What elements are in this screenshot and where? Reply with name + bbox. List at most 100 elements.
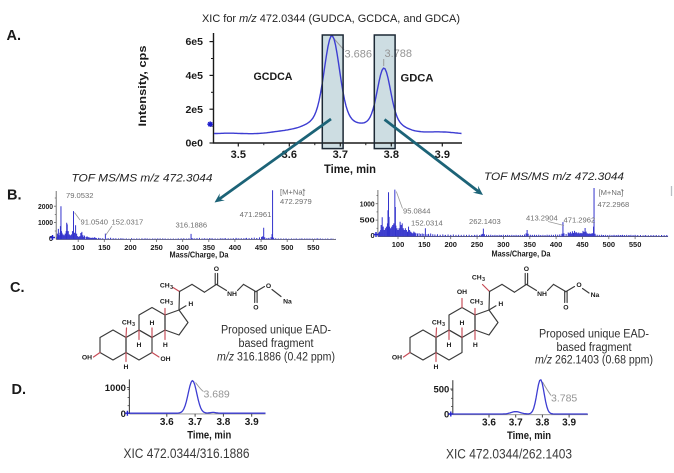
svg-text:3.689: 3.689 <box>204 389 230 401</box>
svg-text:+: + <box>303 188 306 194</box>
svg-text:D.: D. <box>12 382 27 398</box>
svg-text:350: 350 <box>523 240 536 249</box>
svg-text:H: H <box>163 342 168 349</box>
svg-text:XIC 472.0344/316.1886: XIC 472.0344/316.1886 <box>124 446 250 461</box>
svg-text:H: H <box>434 364 439 371</box>
svg-text:550: 550 <box>307 243 320 252</box>
svg-text:1000: 1000 <box>360 199 375 208</box>
svg-text:550: 550 <box>629 240 642 249</box>
svg-text:152.0317: 152.0317 <box>112 218 144 227</box>
svg-text:400: 400 <box>229 243 242 252</box>
svg-text:TOF MS/MS m/z 472.3044: TOF MS/MS m/z 472.3044 <box>484 171 624 183</box>
svg-text:3: 3 <box>482 277 485 283</box>
svg-text:471.2962: 471.2962 <box>564 215 596 224</box>
svg-text:Na: Na <box>591 292 600 299</box>
svg-text:150: 150 <box>418 240 431 249</box>
svg-text:+: + <box>621 188 624 194</box>
svg-text:H: H <box>137 342 142 349</box>
svg-text:O: O <box>576 282 581 289</box>
svg-text:3.686: 3.686 <box>345 49 373 61</box>
svg-text:79.0532: 79.0532 <box>66 191 93 200</box>
svg-text:6e5: 6e5 <box>185 36 203 48</box>
svg-text:3.6: 3.6 <box>482 418 496 429</box>
svg-text:2e5: 2e5 <box>185 104 203 116</box>
svg-text:CH: CH <box>472 275 482 282</box>
svg-text:91.0540: 91.0540 <box>81 218 108 227</box>
svg-text:0: 0 <box>49 234 53 243</box>
svg-text:3.785: 3.785 <box>551 393 577 405</box>
svg-text:500: 500 <box>433 384 449 395</box>
svg-text:O: O <box>266 283 271 290</box>
svg-text:3.7: 3.7 <box>188 417 202 428</box>
svg-text:OH: OH <box>160 356 170 363</box>
svg-text:Proposed unique EAD-: Proposed unique EAD- <box>221 325 331 337</box>
svg-text:3: 3 <box>442 322 445 328</box>
svg-text:152.0314: 152.0314 <box>411 218 443 227</box>
svg-text:OH: OH <box>457 289 467 296</box>
svg-text:Proposed unique EAD-: Proposed unique EAD- <box>539 329 649 341</box>
svg-text:3.8: 3.8 <box>384 149 399 161</box>
svg-text:B.: B. <box>7 188 22 204</box>
svg-text:CH: CH <box>160 283 170 290</box>
svg-text:1000: 1000 <box>105 383 126 394</box>
svg-text:413.2904: 413.2904 <box>526 214 558 223</box>
svg-text:150: 150 <box>98 243 111 252</box>
svg-text:471.2961: 471.2961 <box>240 210 272 219</box>
svg-text:CH: CH <box>432 320 442 327</box>
svg-text:GCDCA: GCDCA <box>254 71 293 83</box>
svg-text:O: O <box>563 305 568 312</box>
svg-text:NH: NH <box>537 291 547 298</box>
svg-text:Mass/Charge, Da: Mass/Charge, Da <box>492 250 552 259</box>
svg-text:m/z 262.1403 (0.68 ppm): m/z 262.1403 (0.68 ppm) <box>535 354 653 366</box>
svg-text:CH: CH <box>160 299 170 306</box>
svg-text:CH: CH <box>122 320 132 327</box>
svg-text:XIC 472.0344/262.1403: XIC 472.0344/262.1403 <box>446 447 572 462</box>
svg-text:C.: C. <box>10 280 25 296</box>
svg-text:CH: CH <box>470 299 480 306</box>
svg-text:OH: OH <box>82 355 92 362</box>
svg-text:O: O <box>253 305 258 312</box>
svg-text:GDCA: GDCA <box>401 73 434 85</box>
svg-text:H: H <box>460 320 465 327</box>
svg-text:0: 0 <box>371 231 375 240</box>
svg-text:200: 200 <box>444 240 457 249</box>
svg-text:XIC for m/z 472.0344 (GUDCA, G: XIC for m/z 472.0344 (GUDCA, GCDCA, and … <box>202 13 460 25</box>
svg-text:3.5: 3.5 <box>231 149 246 161</box>
svg-text:3.7: 3.7 <box>509 418 523 429</box>
svg-text:3.8: 3.8 <box>216 417 230 428</box>
svg-text:O: O <box>524 266 529 273</box>
svg-text:[M+Na]: [M+Na] <box>599 188 624 197</box>
svg-text:3: 3 <box>170 301 173 307</box>
svg-text:H: H <box>124 364 129 371</box>
svg-text:3.7: 3.7 <box>333 149 348 161</box>
svg-text:3: 3 <box>170 285 173 291</box>
svg-text:2000: 2000 <box>38 202 53 211</box>
svg-text:472.2968: 472.2968 <box>598 200 630 209</box>
svg-text:based fragment: based fragment <box>239 338 315 350</box>
svg-text:350: 350 <box>203 243 216 252</box>
svg-text:Time, min: Time, min <box>324 164 376 176</box>
svg-text:H: H <box>150 320 155 327</box>
svg-text:0e0: 0e0 <box>185 138 203 150</box>
svg-text:0: 0 <box>121 409 126 420</box>
svg-text:A.: A. <box>7 28 22 44</box>
svg-text:1000: 1000 <box>38 218 53 227</box>
svg-text:Time, min: Time, min <box>507 430 551 442</box>
svg-text:3.6: 3.6 <box>282 149 297 161</box>
svg-text:3.9: 3.9 <box>245 417 259 428</box>
svg-text:262.1403: 262.1403 <box>469 217 501 226</box>
svg-text:200: 200 <box>124 243 137 252</box>
svg-text:500: 500 <box>603 240 616 249</box>
svg-text:300: 300 <box>176 243 189 252</box>
svg-text:95.0844: 95.0844 <box>403 207 430 216</box>
svg-text:300: 300 <box>497 240 510 249</box>
svg-text:3: 3 <box>132 322 135 328</box>
svg-text:472.2979: 472.2979 <box>280 197 312 206</box>
svg-text:3.9: 3.9 <box>435 149 450 161</box>
svg-text:3.8: 3.8 <box>535 418 549 429</box>
svg-text:[M+Na]: [M+Na] <box>280 188 305 197</box>
svg-text:TOF MS/MS m/z 472.3044: TOF MS/MS m/z 472.3044 <box>72 173 213 185</box>
svg-text:based fragment: based fragment <box>557 342 633 354</box>
svg-text:Na: Na <box>283 299 292 306</box>
svg-text:3.9: 3.9 <box>562 418 576 429</box>
